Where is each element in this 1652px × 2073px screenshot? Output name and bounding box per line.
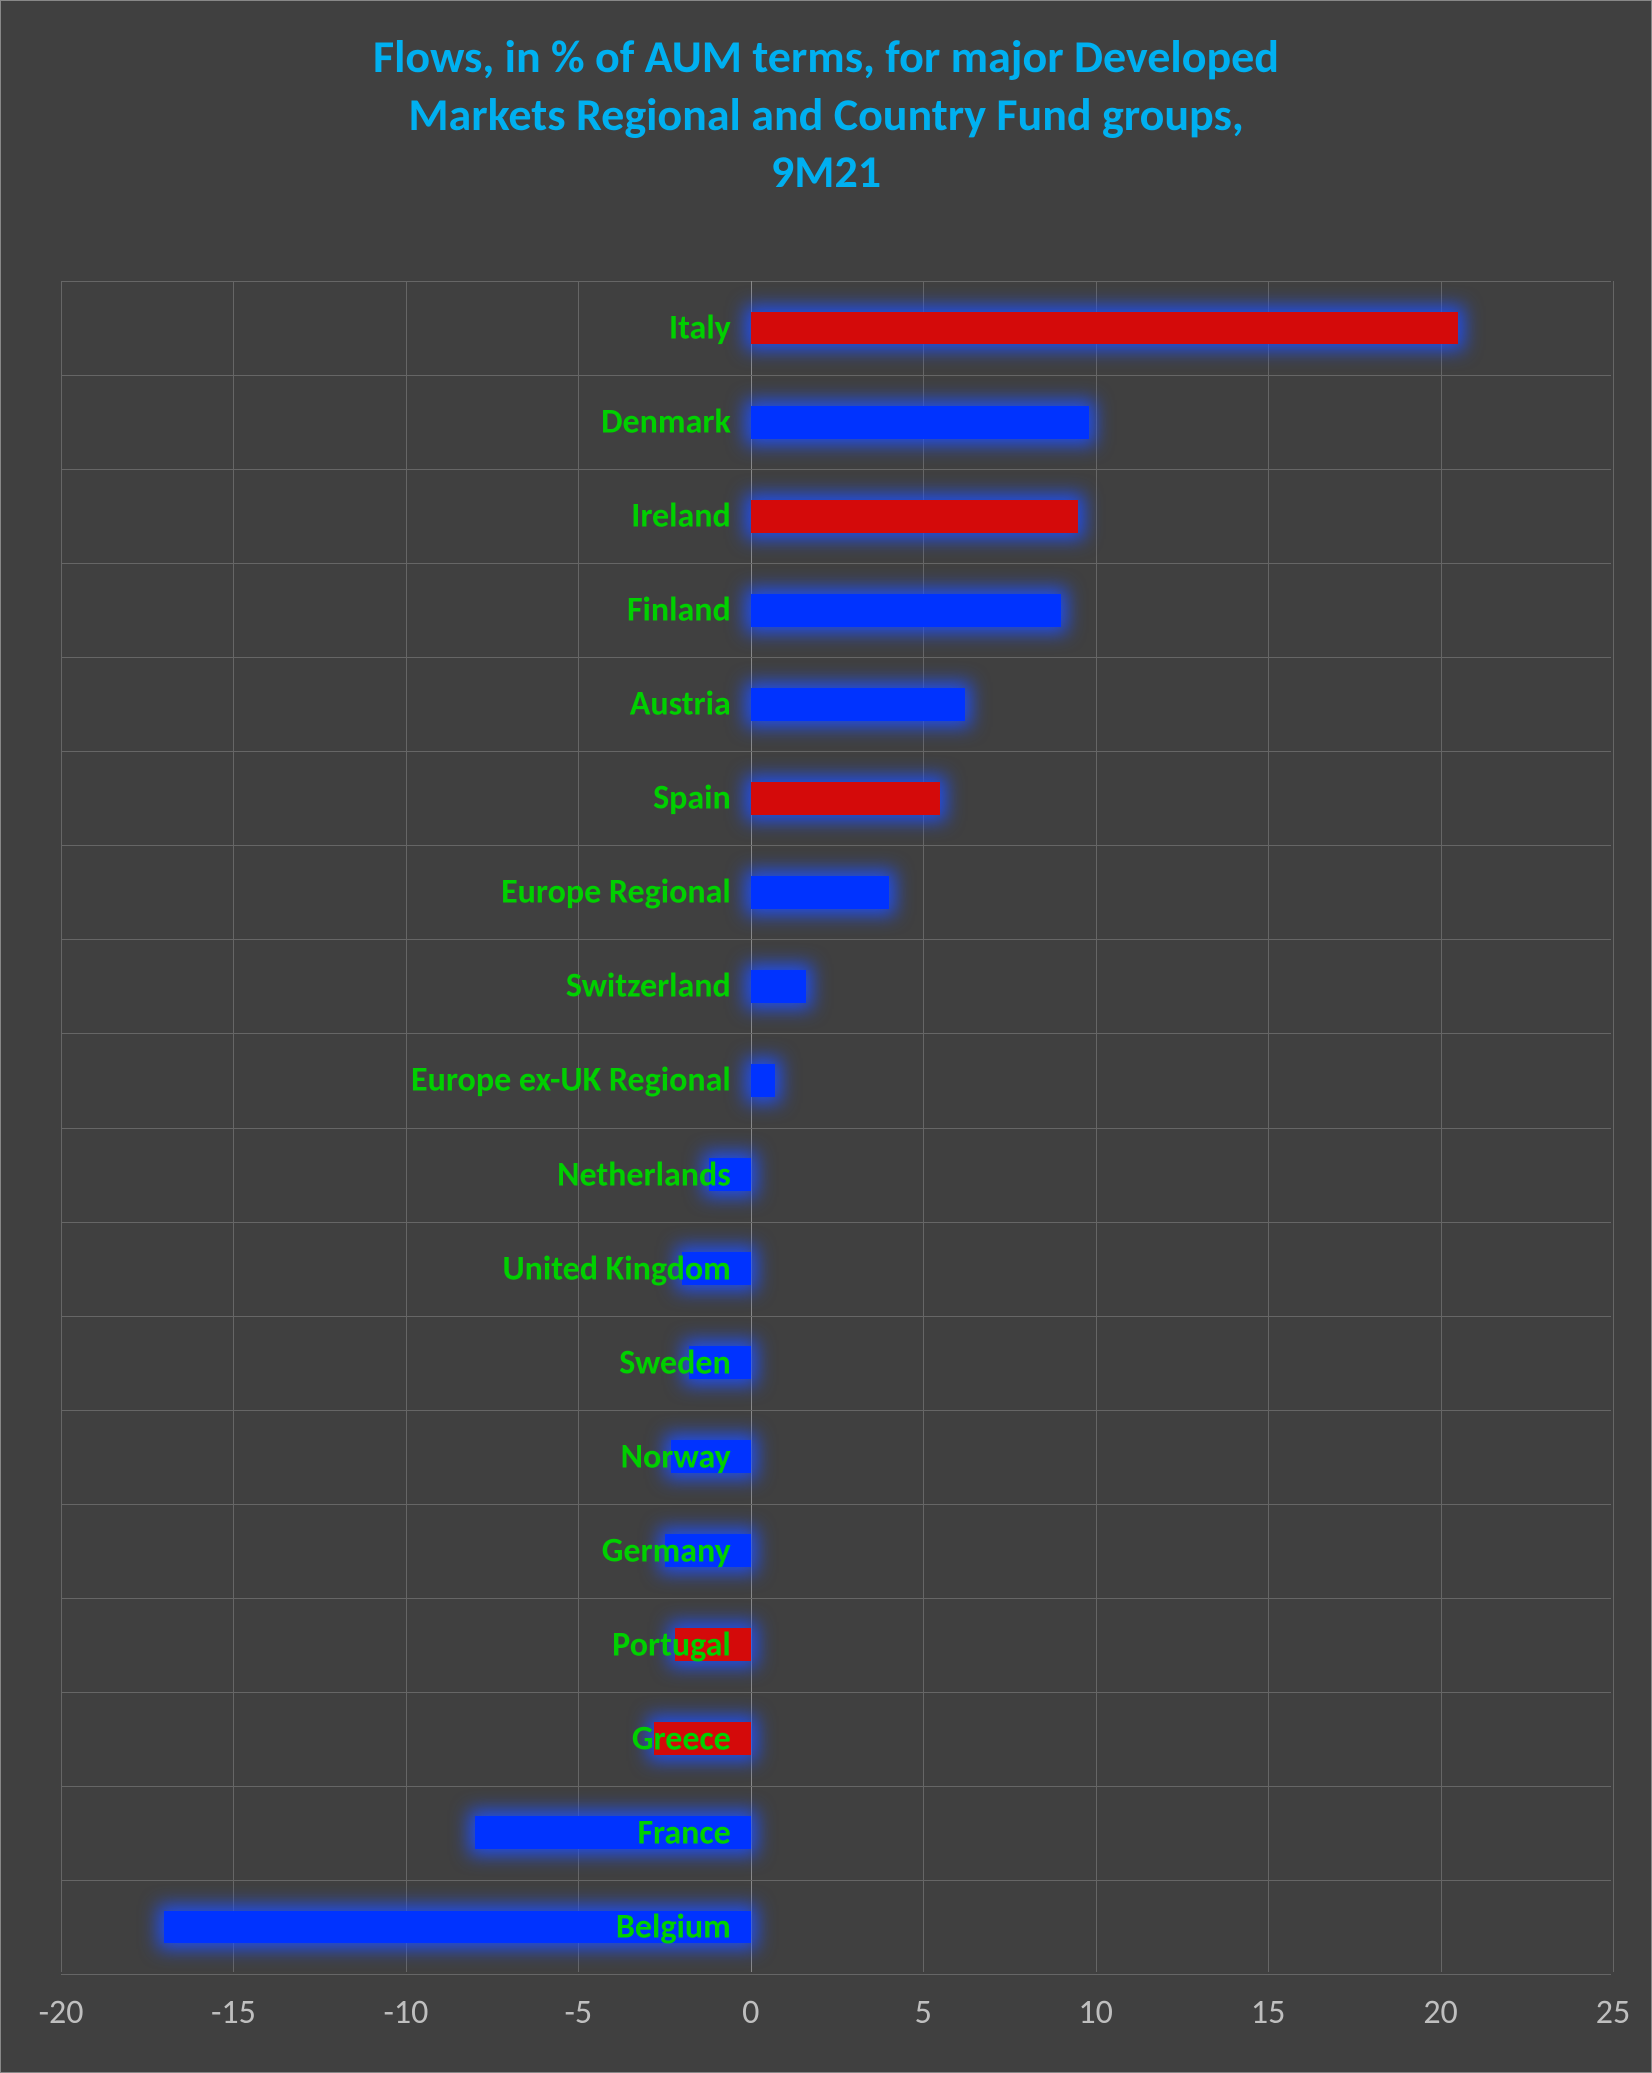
bar-row xyxy=(61,1722,1611,1755)
gridline-horizontal xyxy=(61,845,1611,846)
gridline-horizontal xyxy=(61,751,1611,752)
category-label: Belgium xyxy=(616,1906,731,1947)
plot-area: Italy Denmark Ireland Finland Austria Spain Eu… xyxy=(61,281,1611,1972)
gridline-vertical xyxy=(406,281,407,1972)
x-tick-label: 0 xyxy=(742,1992,759,2033)
category-label: United Kingdom xyxy=(502,1248,730,1289)
category-label: Finland xyxy=(627,590,731,631)
gridline-horizontal xyxy=(61,1316,1611,1317)
bar-row xyxy=(61,876,1611,909)
title-line-3: 9M21 xyxy=(771,144,881,200)
category-label: Norway xyxy=(621,1436,731,1477)
x-tick-label: 5 xyxy=(915,1992,932,2033)
gridline-horizontal xyxy=(61,1033,1611,1034)
gridline-horizontal xyxy=(61,1504,1611,1505)
bar xyxy=(751,594,1061,627)
gridline-vertical xyxy=(61,281,62,1972)
x-tick-label: -10 xyxy=(383,1992,428,2033)
x-tick-label: 15 xyxy=(1251,1992,1285,2033)
bar xyxy=(751,406,1089,439)
category-label: Netherlands xyxy=(557,1154,731,1195)
bar-row xyxy=(61,406,1611,439)
category-label: Greece xyxy=(632,1718,731,1759)
category-label: Denmark xyxy=(601,402,731,443)
gridline-vertical xyxy=(1613,281,1614,1972)
gridline-horizontal xyxy=(61,375,1611,376)
chart-container: Flows, in % of AUM terms, for major Deve… xyxy=(0,0,1652,2073)
gridline-horizontal xyxy=(61,939,1611,940)
x-tick-label: 10 xyxy=(1078,1992,1112,2033)
bar xyxy=(751,782,941,815)
x-tick-label: 20 xyxy=(1423,1992,1457,2033)
gridline-horizontal xyxy=(61,1880,1611,1881)
category-label: Austria xyxy=(630,684,731,725)
category-label: Switzerland xyxy=(566,966,731,1007)
gridline-vertical xyxy=(1096,281,1097,1972)
zero-line xyxy=(751,281,752,1972)
bar-row xyxy=(61,1158,1611,1191)
bar-row xyxy=(61,1628,1611,1661)
bar xyxy=(751,1064,775,1097)
gridline-vertical xyxy=(578,281,579,1972)
gridline-vertical xyxy=(923,281,924,1972)
gridline-horizontal xyxy=(61,1692,1611,1693)
gridline-horizontal xyxy=(61,1598,1611,1599)
gridline-horizontal xyxy=(61,1410,1611,1411)
bar-row xyxy=(61,1911,1611,1944)
category-label: Portugal xyxy=(612,1624,731,1665)
gridline-horizontal xyxy=(61,563,1611,564)
x-tick-label: -5 xyxy=(565,1992,593,2033)
bar-row xyxy=(61,1252,1611,1285)
category-label: Italy xyxy=(669,308,731,349)
bar-row xyxy=(61,1064,1611,1097)
gridline-horizontal xyxy=(61,1786,1611,1787)
category-label: Germany xyxy=(602,1530,731,1571)
gridline-horizontal xyxy=(61,281,1611,282)
bar xyxy=(751,876,889,909)
x-tick-label: -15 xyxy=(211,1992,256,2033)
category-label: Spain xyxy=(653,778,731,819)
bar-row xyxy=(61,312,1611,345)
gridline-vertical xyxy=(233,281,234,1972)
bar xyxy=(751,688,965,721)
x-tick-label: 25 xyxy=(1596,1992,1630,2033)
bar-row xyxy=(61,688,1611,721)
bar xyxy=(751,970,806,1003)
gridline-horizontal xyxy=(61,1128,1611,1129)
bar xyxy=(751,500,1079,533)
bar-row xyxy=(61,594,1611,627)
bar-row xyxy=(61,1534,1611,1567)
category-label: France xyxy=(637,1812,730,1853)
bar-row xyxy=(61,500,1611,533)
gridline-vertical xyxy=(1268,281,1269,1972)
gridline-horizontal xyxy=(61,469,1611,470)
category-label: Ireland xyxy=(631,496,731,537)
category-label: Europe Regional xyxy=(501,872,731,913)
gridline-horizontal xyxy=(61,1974,1611,1975)
bar-row xyxy=(61,1346,1611,1379)
category-label: Europe ex-UK Regional xyxy=(411,1060,731,1101)
bar xyxy=(751,312,1458,345)
bar-row xyxy=(61,1816,1611,1849)
gridline-horizontal xyxy=(61,1222,1611,1223)
title-line-2: Markets Regional and Country Fund groups… xyxy=(408,87,1243,143)
category-label: Sweden xyxy=(619,1342,731,1383)
bar-row xyxy=(61,1440,1611,1473)
bar-row xyxy=(61,782,1611,815)
gridline-vertical xyxy=(1441,281,1442,1972)
x-tick-label: -20 xyxy=(39,1992,84,2033)
title-line-1: Flows, in % of AUM terms, for major Deve… xyxy=(373,29,1279,85)
gridline-horizontal xyxy=(61,657,1611,658)
chart-title: Flows, in % of AUM terms, for major Deve… xyxy=(1,29,1651,202)
bar-row xyxy=(61,970,1611,1003)
